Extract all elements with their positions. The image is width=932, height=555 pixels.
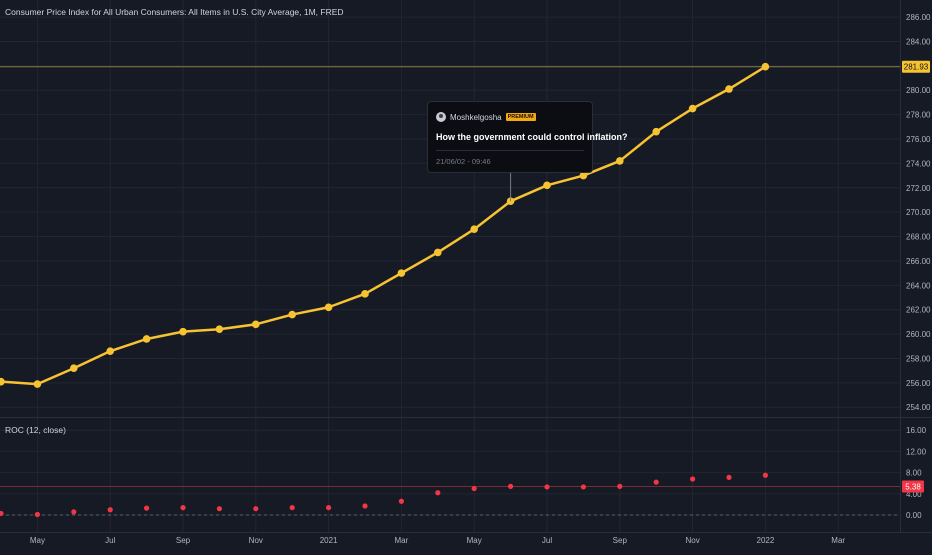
x-tick-label: Mar — [395, 536, 409, 545]
cpi-data-point — [324, 303, 333, 312]
y-tick-label: 286.00 — [906, 13, 931, 22]
y-tick-label: 260.00 — [906, 330, 931, 339]
cpi-data-point — [470, 225, 479, 234]
roc-data-point — [726, 474, 732, 480]
y-tick-label: 256.00 — [906, 379, 931, 388]
y-tick-label: 262.00 — [906, 306, 931, 315]
roc-data-point — [0, 510, 4, 517]
last-price-label: 281.93 — [902, 60, 930, 73]
roc-last-value-label: 5.38 — [902, 480, 924, 493]
y-tick-label: 280.00 — [906, 86, 931, 95]
cpi-data-point — [543, 181, 551, 190]
note-divider — [436, 150, 584, 151]
note-author[interactable]: Moshkelgosha — [450, 112, 502, 122]
roc-y-tick-label: 12.00 — [906, 447, 927, 456]
cpi-data-point — [434, 248, 442, 257]
x-tick-label: Nov — [685, 536, 699, 545]
x-tick-label: May — [30, 536, 45, 545]
cpi-data-point — [288, 310, 297, 319]
roc-data-point — [617, 483, 623, 489]
roc-data-point — [435, 490, 441, 496]
roc-data-point — [690, 476, 696, 482]
cpi-data-point — [688, 104, 697, 113]
roc-data-point — [580, 484, 587, 490]
author-avatar-icon — [436, 112, 446, 122]
y-tick-label: 274.00 — [906, 159, 931, 168]
chart-title: Consumer Price Index for All Urban Consu… — [5, 7, 344, 17]
y-tick-label: 266.00 — [906, 257, 931, 266]
roc-data-point — [326, 505, 332, 511]
cpi-data-point — [179, 327, 187, 336]
y-tick-label: 272.00 — [906, 184, 931, 193]
roc-y-tick-label: 0.00 — [906, 511, 922, 520]
roc-data-point — [471, 485, 477, 492]
roc-data-point — [34, 511, 41, 518]
roc-data-point — [653, 479, 659, 485]
x-tick-label: Sep — [176, 536, 191, 545]
x-tick-label: May — [467, 536, 482, 545]
cpi-data-point — [579, 171, 588, 180]
roc-y-tick-label: 4.00 — [906, 490, 922, 499]
cpi-data-point — [361, 290, 369, 298]
roc-title: ROC (12, close) — [5, 425, 66, 435]
cpi-data-point — [142, 335, 151, 343]
x-tick-label: 2021 — [320, 536, 338, 545]
y-tick-label: 276.00 — [906, 135, 931, 144]
cpi-data-point — [70, 364, 78, 373]
premium-badge: PREMIUM — [505, 113, 536, 121]
cpi-data-point — [616, 157, 624, 165]
cpi-series-line — [0, 65, 767, 386]
cpi-data-point — [33, 380, 42, 388]
cpi-data-point — [252, 320, 260, 329]
roc-data-point — [398, 498, 404, 504]
x-tick-label: Jul — [542, 536, 552, 545]
roc-data-point — [762, 472, 769, 478]
note-header: Moshkelgosha PREMIUM — [436, 112, 536, 122]
roc-data-point — [216, 506, 222, 512]
roc-data-point — [71, 509, 77, 515]
cpi-data-point — [0, 377, 5, 386]
cpi-data-point — [397, 269, 406, 277]
cpi-data-point — [215, 325, 224, 334]
x-tick-label: Jul — [105, 536, 115, 545]
y-tick-label: 268.00 — [906, 233, 931, 242]
cpi-data-point — [652, 127, 660, 136]
roc-data-point — [144, 505, 150, 511]
x-tick-label: Nov — [249, 536, 263, 545]
y-tick-label: 254.00 — [906, 403, 931, 412]
roc-data-point — [362, 503, 368, 509]
roc-data-point — [289, 505, 295, 511]
cpi-data-point — [725, 85, 733, 93]
y-tick-label: 284.00 — [906, 37, 931, 46]
cpi-data-point — [106, 347, 114, 355]
x-tick-label: Mar — [831, 536, 845, 545]
roc-data-point — [508, 483, 514, 489]
y-tick-label: 270.00 — [906, 208, 931, 217]
svg-text:281.93: 281.93 — [904, 63, 929, 72]
cpi-data-point — [761, 62, 770, 71]
roc-data-point — [107, 507, 113, 513]
svg-text:5.38: 5.38 — [905, 483, 921, 492]
roc-y-tick-label: 16.00 — [906, 426, 927, 435]
roc-data-point — [544, 484, 550, 490]
x-tick-label: 2022 — [757, 536, 775, 545]
idea-note-card[interactable]: Moshkelgosha PREMIUM How the government … — [427, 101, 628, 173]
roc-y-tick-label: 8.00 — [906, 469, 922, 478]
x-tick-label: Sep — [613, 536, 628, 545]
y-tick-label: 258.00 — [906, 354, 931, 363]
y-tick-label: 278.00 — [906, 111, 931, 120]
note-title[interactable]: How the government could control inflati… — [436, 132, 628, 142]
note-timestamp: 21/06/02 - 09:46 — [436, 157, 491, 166]
y-tick-label: 264.00 — [906, 281, 931, 290]
roc-data-point — [253, 506, 259, 512]
roc-data-point — [180, 505, 186, 511]
